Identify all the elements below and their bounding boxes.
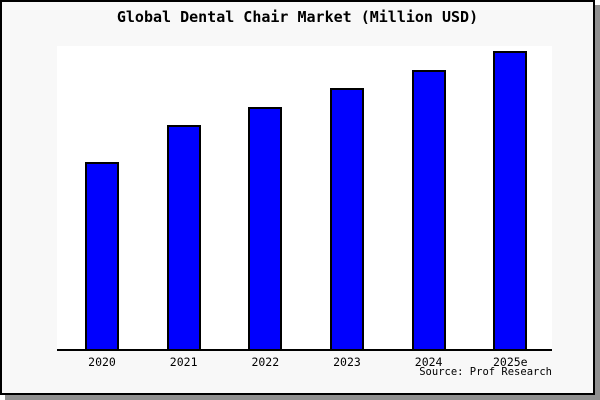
plot-area: [57, 46, 552, 351]
source-credit: Source: Prof Research: [419, 366, 552, 378]
x-tick-label-2020: 2020: [88, 355, 116, 369]
x-tick-label-2022: 2022: [251, 355, 280, 369]
chart-title: Global Dental Chair Market (Million USD): [116, 8, 479, 26]
x-tick-label-2023: 2023: [333, 355, 361, 369]
bar-2023: [329, 87, 364, 349]
x-tick-label-2021: 2021: [169, 355, 198, 369]
bar-2024: [411, 69, 446, 349]
bar-2025e: [493, 51, 528, 349]
bar-2021: [166, 125, 201, 349]
bar-2022: [248, 106, 283, 349]
x-tick-label-2025e: 2025e: [492, 355, 528, 369]
x-tick-label-2024: 2024: [414, 355, 443, 369]
bar-2020: [85, 161, 119, 349]
